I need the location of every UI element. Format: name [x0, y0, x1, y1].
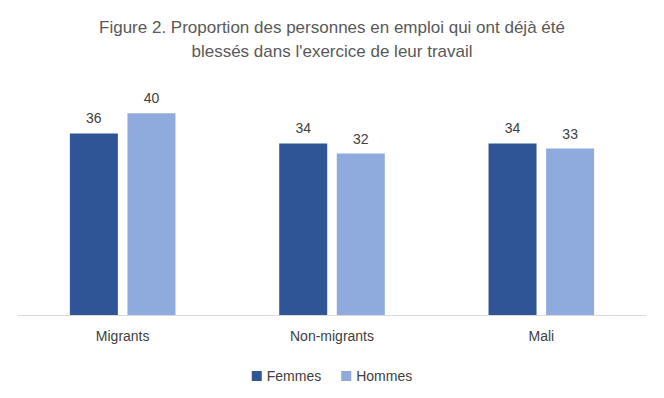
- svg-text:36: 36: [86, 110, 102, 126]
- svg-text:34: 34: [295, 120, 311, 136]
- svg-text:Femmes: Femmes: [267, 368, 321, 384]
- svg-text:blessés dans l'exercice de leu: blessés dans l'exercice de leur travail: [191, 42, 472, 61]
- svg-text:33: 33: [562, 126, 578, 142]
- svg-text:Hommes: Hommes: [356, 368, 412, 384]
- svg-text:Figure 2. Proportion des perso: Figure 2. Proportion des personnes en em…: [99, 18, 565, 37]
- svg-text:32: 32: [353, 131, 369, 147]
- svg-text:Mali: Mali: [528, 328, 554, 344]
- svg-text:34: 34: [505, 120, 521, 136]
- svg-text:Non-migrants: Non-migrants: [290, 328, 374, 344]
- svg-text:Migrants: Migrants: [96, 328, 150, 344]
- svg-text:40: 40: [144, 90, 160, 106]
